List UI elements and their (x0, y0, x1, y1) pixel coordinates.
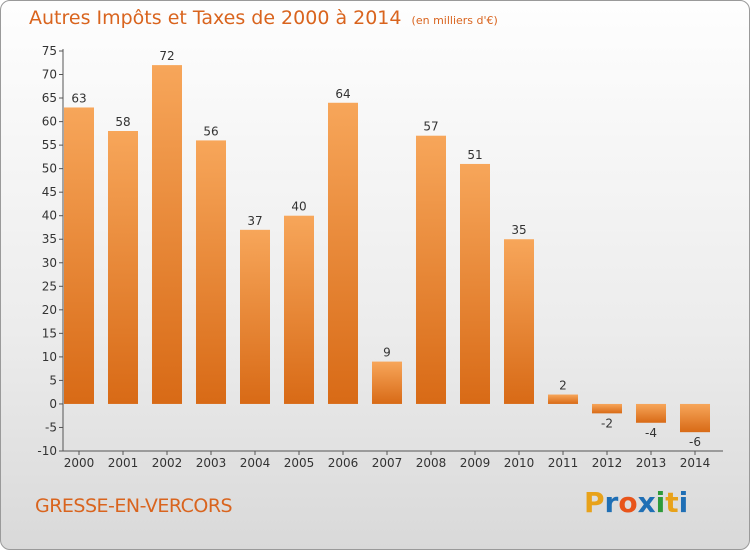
bar (372, 361, 402, 404)
x-tick-label: 2013 (636, 456, 667, 470)
bar (240, 229, 270, 404)
x-tick-label: 2011 (548, 456, 579, 470)
y-tick-label: 50 (42, 162, 57, 176)
commune-name: GRESSE-EN-VERCORS (35, 495, 233, 517)
x-tick-label: 2002 (152, 456, 183, 470)
x-tick-label: 2010 (504, 456, 535, 470)
logo-letter: i (678, 486, 689, 519)
x-tick-label: 2005 (284, 456, 315, 470)
data-label: 72 (159, 49, 174, 63)
proxiti-logo: Proxiti (584, 486, 688, 519)
axes: -10 -5 0 5 10 15 20 25 30 35 40 45 50 55 60 65 70 75 (37, 44, 723, 458)
title-text: Autres Impôts et Taxes de 2000 à 2014 (29, 7, 402, 29)
y-tick-label: 65 (42, 91, 57, 105)
data-label: -4 (645, 426, 657, 440)
bar (680, 403, 710, 433)
x-tick-label: 2003 (196, 456, 227, 470)
bar (636, 403, 666, 423)
y-tick-label: 40 (42, 209, 57, 223)
bar (504, 239, 534, 404)
y-tick-label: 35 (42, 232, 57, 246)
y-tick-label: 60 (42, 115, 57, 129)
bar (196, 140, 226, 404)
data-label: 40 (291, 200, 306, 214)
bar (64, 107, 94, 404)
logo-letter: x (637, 486, 656, 519)
x-tick-label: 2012 (592, 456, 623, 470)
x-tick-label: 2004 (240, 456, 271, 470)
data-label: 9 (383, 346, 391, 360)
labels: 63 2000 58 2001 72 2002 56 2003 37 2004 40 2005 64 20… (64, 49, 711, 470)
x-tick-label: 2001 (108, 456, 139, 470)
data-label: 63 (71, 91, 86, 105)
x-tick-label: 2009 (460, 456, 491, 470)
y-tick-label: 55 (42, 138, 57, 152)
data-label: 64 (335, 87, 350, 101)
y-tick-label: 15 (42, 326, 57, 340)
data-label: 2 (559, 379, 567, 393)
y-tick-label: -10 (37, 444, 57, 458)
logo-letter: P (584, 486, 605, 519)
y-tick-label: 5 (49, 373, 57, 387)
y-tick-label: 75 (42, 44, 57, 58)
x-tick-label: 2008 (416, 456, 447, 470)
data-label: 37 (247, 214, 262, 228)
bar (284, 215, 314, 404)
bar (152, 65, 182, 404)
y-tick-label: 20 (42, 303, 57, 317)
logo-letter: i (655, 486, 666, 519)
y-tick-label: 0 (49, 397, 57, 411)
x-tick-label: 2014 (680, 456, 711, 470)
x-tick-label: 2006 (328, 456, 359, 470)
bar (548, 394, 578, 404)
data-label: 56 (203, 124, 218, 138)
bar (328, 102, 358, 404)
logo-letter: o (618, 486, 638, 519)
logo-letter: r (604, 486, 619, 519)
bar (592, 403, 622, 414)
y-tick-label: -5 (45, 420, 57, 434)
bar (460, 163, 490, 404)
data-label: 35 (511, 223, 526, 237)
y-tick-label: 30 (42, 256, 57, 270)
bars (64, 65, 710, 433)
unit-label: (en milliers d'€) (411, 14, 498, 27)
data-label: -2 (601, 416, 613, 430)
chart-title: Autres Impôts et Taxes de 2000 à 2014 (e… (29, 7, 498, 29)
bar (108, 131, 138, 404)
data-label: 57 (423, 120, 438, 134)
data-label: -6 (689, 435, 701, 449)
data-label: 58 (115, 115, 130, 129)
y-tick-label: 45 (42, 185, 57, 199)
x-tick-label: 2000 (64, 456, 95, 470)
bar (416, 135, 446, 404)
y-tick-label: 10 (42, 350, 57, 364)
y-tick-label: 25 (42, 279, 57, 293)
data-label: 51 (467, 148, 482, 162)
logo-letter: t (665, 486, 679, 519)
y-tick-label: 70 (42, 68, 57, 82)
x-tick-label: 2007 (372, 456, 403, 470)
